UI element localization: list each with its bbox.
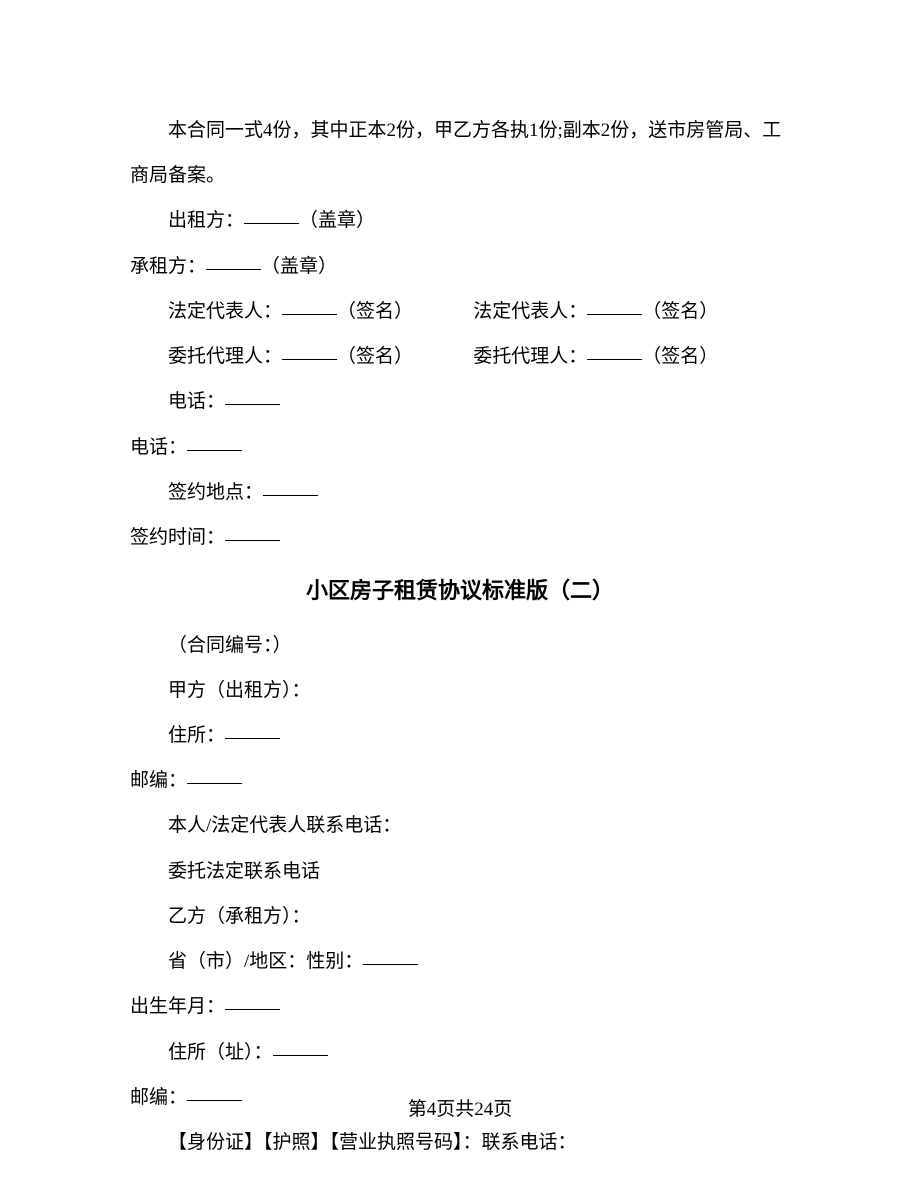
agent-right: 委托代理人： （签名） (473, 334, 790, 379)
lessor-label: 出租方： (168, 210, 244, 231)
agent-blank-right (587, 341, 642, 360)
section-title: 小区房子租赁协议标准版（二） (130, 565, 790, 617)
address-line: 住所： (130, 713, 790, 758)
sign-time-label: 签约时间： (130, 527, 225, 548)
address2-line: 住所（址）： (130, 1030, 790, 1075)
agent-row: 委托代理人： （签名） 委托代理人： （签名） (130, 334, 790, 379)
self-legal-phone-line: 本人/法定代表人联系电话： (130, 803, 790, 848)
legal-rep-blank-right (587, 296, 642, 315)
lessee-label: 承租方： (130, 256, 206, 277)
agent-left: 委托代理人： （签名） (130, 334, 473, 379)
sign-time-line: 签约时间： (130, 515, 790, 560)
agent-label-right: 委托代理人： (473, 346, 587, 367)
lessor-line: 出租方： （盖章） (130, 198, 790, 243)
address-blank (225, 720, 280, 739)
id-passport-line: 【身份证】【护照】【营业执照号码】：联系电话： (130, 1120, 790, 1165)
legal-rep-label-left: 法定代表人： (168, 301, 282, 322)
sign-location-blank (263, 477, 318, 496)
birth-label: 出生年月： (130, 996, 225, 1017)
page-footer: 第4页共24页 (0, 1094, 920, 1121)
contract-no-line: （合同编号：） (130, 623, 790, 668)
address2-blank (273, 1037, 328, 1056)
document-body: 本合同一式4份，其中正本2份，甲乙方各执1份;副本2份，送市房管局、工商局备案。… (0, 0, 920, 1165)
legal-rep-sign-left: （签名） (337, 301, 413, 322)
lessor-blank (244, 205, 299, 224)
sign-location-label: 签约地点： (168, 482, 263, 503)
legal-rep-row: 法定代表人： （签名） 法定代表人： （签名） (130, 289, 790, 334)
phone-line-1: 电话： (130, 379, 790, 424)
phone-blank-1 (225, 386, 280, 405)
agent-label-left: 委托代理人： (168, 346, 282, 367)
legal-rep-blank-left (282, 296, 337, 315)
province-gender-line: 省（市）/地区：性别： (130, 939, 790, 984)
lessee-suffix: （盖章） (261, 256, 337, 277)
agent-sign-right: （签名） (642, 346, 718, 367)
lessee-line: 承租方： （盖章） (130, 244, 790, 289)
sign-location-line: 签约地点： (130, 470, 790, 515)
legal-rep-label-right: 法定代表人： (473, 301, 587, 322)
lessee-blank (206, 251, 261, 270)
legal-rep-left: 法定代表人： （签名） (130, 289, 473, 334)
address-label: 住所： (168, 725, 225, 746)
party-a-line: 甲方（出租方）： (130, 668, 790, 713)
legal-rep-sign-right: （签名） (642, 301, 718, 322)
address2-label: 住所（址）： (168, 1042, 273, 1063)
phone-line-2: 电话： (130, 425, 790, 470)
postcode-label: 邮编： (130, 770, 187, 791)
agent-blank-left (282, 341, 337, 360)
birth-blank (225, 991, 280, 1010)
party-b-line: 乙方（承租方）： (130, 894, 790, 939)
province-gender-label: 省（市）/地区：性别： (168, 951, 363, 972)
birth-line: 出生年月： (130, 984, 790, 1029)
phone-label-1: 电话： (168, 391, 225, 412)
sign-time-blank (225, 522, 280, 541)
entrust-legal-phone-line: 委托法定联系电话 (130, 849, 790, 894)
postcode-line: 邮编： (130, 758, 790, 803)
phone-label-2: 电话： (130, 437, 187, 458)
postcode-blank (187, 765, 242, 784)
gender-blank (363, 946, 418, 965)
phone-blank-2 (187, 432, 242, 451)
legal-rep-right: 法定代表人： （签名） (473, 289, 790, 334)
intro-paragraph: 本合同一式4份，其中正本2份，甲乙方各执1份;副本2份，送市房管局、工商局备案。 (130, 108, 790, 198)
lessor-suffix: （盖章） (299, 210, 375, 231)
agent-sign-left: （签名） (337, 346, 413, 367)
